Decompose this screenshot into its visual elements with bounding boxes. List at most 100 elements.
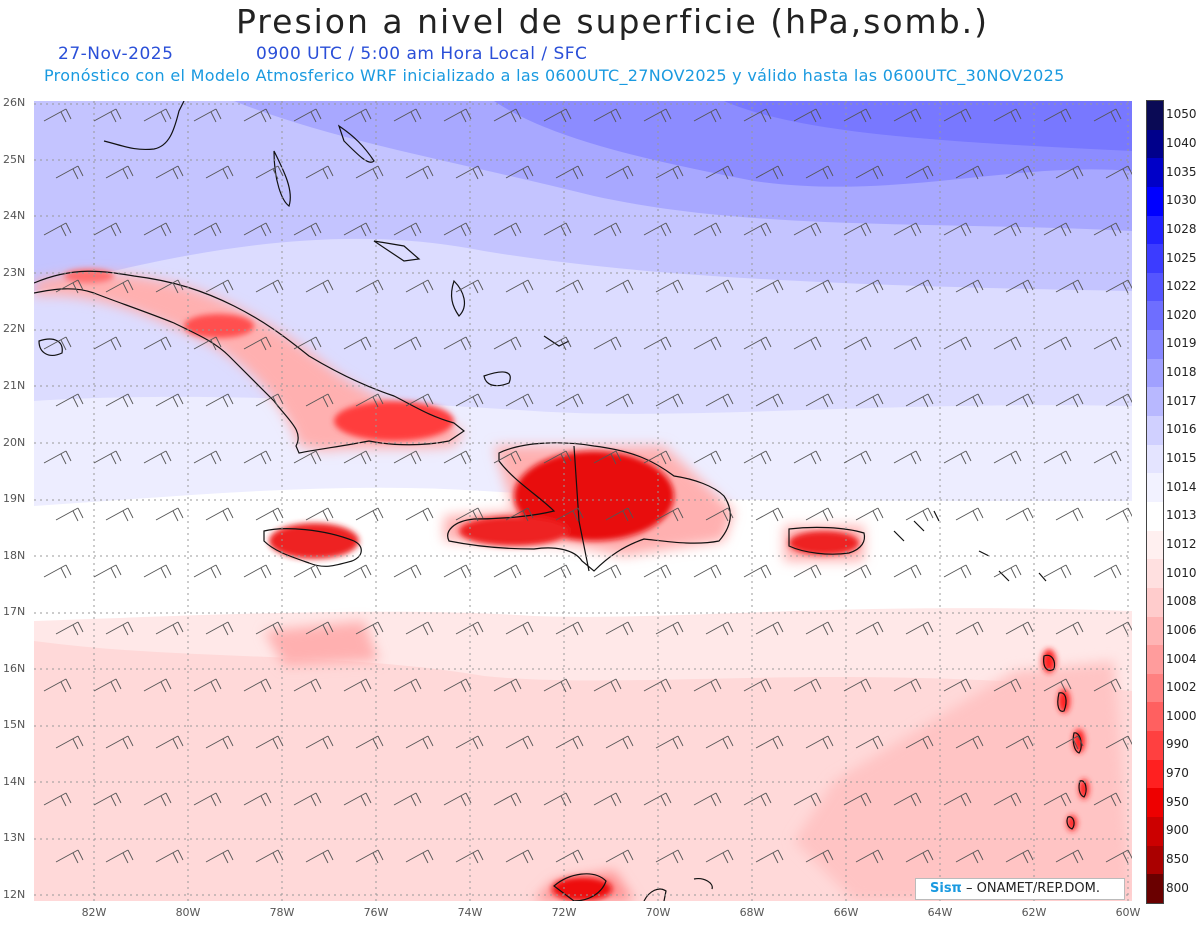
wind-barb <box>605 279 634 294</box>
wind-barb <box>705 165 734 180</box>
wind-barb <box>905 165 934 180</box>
wind-barb <box>293 678 322 693</box>
wind-barb <box>955 279 984 294</box>
wind-barb <box>105 165 134 180</box>
wind-barb <box>143 222 172 237</box>
wind-barb <box>893 222 922 237</box>
wind-barb <box>193 678 222 693</box>
wind-barb <box>155 735 184 750</box>
wind-barb <box>355 279 384 294</box>
wind-barb <box>1093 450 1122 465</box>
wind-barb <box>993 792 1022 807</box>
wind-barb <box>243 108 272 123</box>
colorbar-swatch <box>1147 272 1163 302</box>
wind-barb <box>543 564 572 579</box>
colorbar-swatch <box>1147 158 1163 187</box>
colorbar-label: 1050 <box>1166 107 1197 122</box>
wind-barb <box>943 792 972 807</box>
wind-barb <box>905 621 934 636</box>
wind-barb <box>255 393 284 408</box>
wind-barb <box>43 450 72 465</box>
wind-barb <box>343 678 372 693</box>
wind-barb <box>343 222 372 237</box>
wind-barb <box>143 108 172 123</box>
colorbar-swatch <box>1147 788 1163 818</box>
wind-barb <box>443 450 472 465</box>
wind-barb <box>255 735 284 750</box>
wind-barb <box>955 621 984 636</box>
wind-barb <box>405 393 434 408</box>
wind-barb <box>693 678 722 693</box>
wind-barb <box>255 621 284 636</box>
lon-label: 66W <box>833 906 859 919</box>
wind-barb <box>955 165 984 180</box>
wind-barb <box>593 564 622 579</box>
wind-barb <box>205 165 234 180</box>
wind-barb <box>293 792 322 807</box>
wind-barb <box>93 222 122 237</box>
wind-barb <box>355 621 384 636</box>
wind-barb <box>955 735 984 750</box>
wind-barb <box>793 792 822 807</box>
wind-barb <box>293 336 322 351</box>
wind-barb <box>443 564 472 579</box>
time-info: 0900 UTC / 5:00 am Hora Local / SFC <box>256 44 588 64</box>
wind-barb <box>705 279 734 294</box>
wind-barb <box>505 735 534 750</box>
wind-barb <box>655 165 684 180</box>
wind-barb <box>255 165 284 180</box>
wind-barb <box>305 735 334 750</box>
lat-label: 26N <box>3 96 26 109</box>
wind-barb <box>143 792 172 807</box>
wind-barb <box>643 222 672 237</box>
wind-barb <box>605 621 634 636</box>
colorbar-label: 1020 <box>1166 307 1197 322</box>
lat-label: 15N <box>3 718 26 731</box>
wind-barb <box>1105 507 1132 522</box>
wind-barb <box>855 735 884 750</box>
wind-barb <box>805 507 834 522</box>
colorbar-label: 1015 <box>1166 451 1197 466</box>
wind-barb <box>55 165 84 180</box>
wind-barb <box>1105 393 1132 408</box>
wind-barb <box>643 336 672 351</box>
wind-barb <box>443 108 472 123</box>
wind-barb <box>1055 621 1084 636</box>
wind-barb <box>743 792 772 807</box>
wind-barb <box>443 222 472 237</box>
lon-label: 76W <box>363 906 389 919</box>
wind-barb <box>243 450 272 465</box>
wind-barb <box>1055 393 1084 408</box>
wind-barb <box>143 336 172 351</box>
wind-barb <box>343 450 372 465</box>
colorbar-label: 1004 <box>1166 651 1197 666</box>
wind-barb <box>805 735 834 750</box>
wind-barb <box>843 336 872 351</box>
wind-barb <box>143 678 172 693</box>
wind-barb <box>855 279 884 294</box>
wind-barb <box>1005 279 1034 294</box>
wind-barb <box>743 450 772 465</box>
wind-barb <box>743 108 772 123</box>
wind-barb <box>293 564 322 579</box>
wind-barb <box>193 108 222 123</box>
wind-barb <box>1105 735 1132 750</box>
wind-barb <box>843 108 872 123</box>
colorbar-label: 1019 <box>1166 336 1197 351</box>
wind-barb <box>655 507 684 522</box>
wind-barb <box>405 849 434 864</box>
wind-barb <box>493 222 522 237</box>
wind-barb <box>55 849 84 864</box>
colorbar-label: 990 <box>1166 737 1189 752</box>
wind-barb <box>855 621 884 636</box>
wind-barb <box>593 108 622 123</box>
wind-barb <box>1043 678 1072 693</box>
wind-barb <box>643 678 672 693</box>
wind-barb <box>943 678 972 693</box>
wind-barb <box>993 336 1022 351</box>
colorbar-label: 1035 <box>1166 164 1197 179</box>
wind-barb <box>1055 507 1084 522</box>
wind-barb <box>843 792 872 807</box>
wind-barb <box>455 393 484 408</box>
wind-barb <box>155 621 184 636</box>
